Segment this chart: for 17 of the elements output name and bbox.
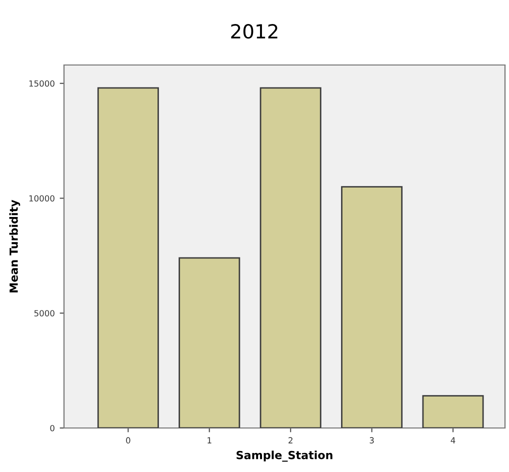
y-tick-label: 15000 [29,80,54,87]
bar [422,395,484,428]
x-tick-label: 1 [208,437,212,444]
bar [97,87,159,428]
x-tick-label: 4 [450,437,456,444]
x-tick-label: 3 [370,437,374,444]
bar [341,186,403,428]
x-tick-label: 2 [288,437,292,444]
x-axis-title: Sample_Station [236,450,332,462]
y-axis-title: Mean Turbidity [9,200,20,292]
bar [178,257,240,428]
y-tick-label: 5000 [34,310,54,316]
y-tick-label: 10000 [29,195,54,202]
x-tick-label: 0 [126,437,130,444]
y-tick-label: 0 [50,424,54,432]
bar [260,87,322,428]
chart-title: 2012 [231,24,278,39]
